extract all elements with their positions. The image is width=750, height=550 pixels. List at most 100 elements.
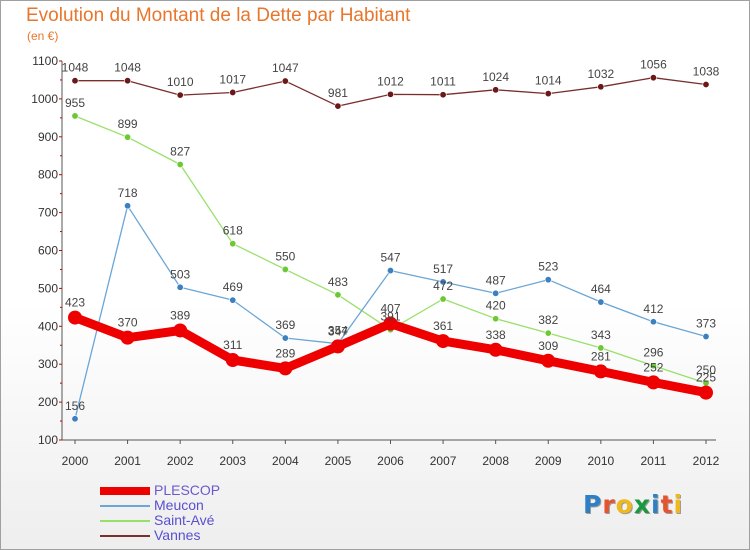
data-point bbox=[71, 77, 79, 85]
x-tick-label: 2004 bbox=[272, 454, 299, 468]
data-label: 1012 bbox=[377, 74, 404, 88]
data-point bbox=[278, 361, 293, 376]
y-tick-label: 800 bbox=[38, 168, 58, 182]
x-tick-label: 2006 bbox=[377, 454, 404, 468]
legend-swatch bbox=[100, 487, 150, 495]
y-tick-label: 300 bbox=[38, 357, 58, 371]
data-label: 981 bbox=[328, 86, 348, 100]
data-point bbox=[176, 160, 184, 168]
legend-swatch bbox=[100, 535, 150, 537]
y-tick-label: 100 bbox=[38, 433, 58, 447]
data-point bbox=[176, 283, 184, 291]
data-point bbox=[649, 318, 657, 326]
chart-subtitle: (en €) bbox=[27, 29, 59, 43]
y-tick-label: 700 bbox=[38, 206, 58, 220]
x-tick-label: 2007 bbox=[430, 454, 457, 468]
x-tick-label: 2008 bbox=[482, 454, 509, 468]
data-point bbox=[492, 86, 500, 94]
legend-label: PLESCOP bbox=[154, 482, 221, 498]
data-point bbox=[597, 344, 605, 352]
data-point bbox=[124, 202, 132, 210]
data-point bbox=[229, 296, 237, 304]
data-label: 343 bbox=[591, 328, 611, 342]
data-label: 483 bbox=[328, 275, 348, 289]
data-label: 311 bbox=[223, 338, 242, 352]
legend-swatch bbox=[100, 520, 150, 522]
data-point bbox=[383, 316, 398, 331]
x-tick-label: 2005 bbox=[325, 454, 352, 468]
data-label: 407 bbox=[380, 302, 400, 316]
data-point bbox=[439, 295, 447, 303]
data-point bbox=[71, 112, 79, 120]
brand-letter: P bbox=[583, 490, 603, 519]
data-label: 1038 bbox=[693, 64, 720, 78]
data-point bbox=[544, 276, 552, 284]
legend-swatch bbox=[100, 505, 150, 507]
data-point bbox=[229, 88, 237, 96]
data-label: 523 bbox=[538, 260, 558, 274]
data-point bbox=[334, 102, 342, 110]
data-point bbox=[597, 83, 605, 91]
data-label: 1047 bbox=[272, 61, 299, 75]
data-label: 338 bbox=[486, 328, 506, 342]
data-point bbox=[699, 385, 713, 400]
data-label: 718 bbox=[118, 186, 138, 200]
data-label: 252 bbox=[643, 360, 663, 374]
brand-letter: x bbox=[633, 490, 651, 519]
x-tick-label: 2002 bbox=[167, 454, 194, 468]
data-label: 391 bbox=[380, 310, 400, 324]
data-label: 472 bbox=[433, 279, 453, 293]
data-label: 281 bbox=[591, 349, 611, 363]
x-tick-label: 2011 bbox=[641, 454, 667, 468]
data-point bbox=[593, 364, 608, 379]
data-label: 1010 bbox=[167, 75, 194, 89]
data-label: 370 bbox=[118, 316, 138, 330]
data-label: 517 bbox=[433, 262, 453, 276]
data-point bbox=[176, 91, 184, 99]
y-tick-label: 1000 bbox=[31, 92, 58, 106]
data-label: 469 bbox=[223, 280, 243, 294]
data-point bbox=[439, 278, 447, 286]
data-label: 550 bbox=[275, 249, 295, 263]
data-label: 1017 bbox=[219, 72, 246, 86]
data-label: 464 bbox=[591, 282, 611, 296]
data-label: 296 bbox=[643, 346, 663, 360]
y-tick-label: 200 bbox=[38, 395, 58, 409]
brand-letter: r bbox=[602, 490, 616, 519]
data-label: 382 bbox=[538, 313, 558, 327]
data-label: 369 bbox=[275, 318, 295, 332]
y-tick-label: 500 bbox=[38, 281, 58, 295]
data-label: 420 bbox=[486, 299, 506, 313]
data-label: 487 bbox=[486, 273, 506, 287]
data-point bbox=[436, 334, 451, 349]
data-point bbox=[649, 362, 657, 370]
data-point bbox=[544, 329, 552, 337]
data-point bbox=[124, 133, 132, 141]
data-label: 1032 bbox=[587, 67, 614, 81]
data-label: 389 bbox=[170, 308, 190, 322]
data-point bbox=[488, 342, 503, 357]
data-point bbox=[120, 330, 135, 345]
data-point bbox=[439, 91, 447, 99]
data-label: 1048 bbox=[114, 61, 141, 75]
data-label: 225 bbox=[696, 371, 716, 385]
data-point bbox=[229, 240, 237, 248]
data-point bbox=[597, 298, 605, 306]
data-point bbox=[281, 77, 289, 85]
data-label: 347 bbox=[328, 324, 348, 338]
x-tick-label: 2003 bbox=[219, 454, 246, 468]
data-label: 309 bbox=[538, 339, 558, 353]
data-point bbox=[649, 74, 657, 82]
data-point bbox=[386, 267, 394, 275]
data-label: 618 bbox=[223, 224, 243, 238]
legend-label: Saint-Avé bbox=[154, 512, 215, 528]
data-label: 354 bbox=[328, 324, 348, 338]
data-point bbox=[124, 77, 132, 85]
legend-label: Meucon bbox=[154, 497, 204, 513]
data-point bbox=[281, 265, 289, 273]
data-label: 1011 bbox=[430, 75, 456, 89]
data-point bbox=[281, 334, 289, 342]
